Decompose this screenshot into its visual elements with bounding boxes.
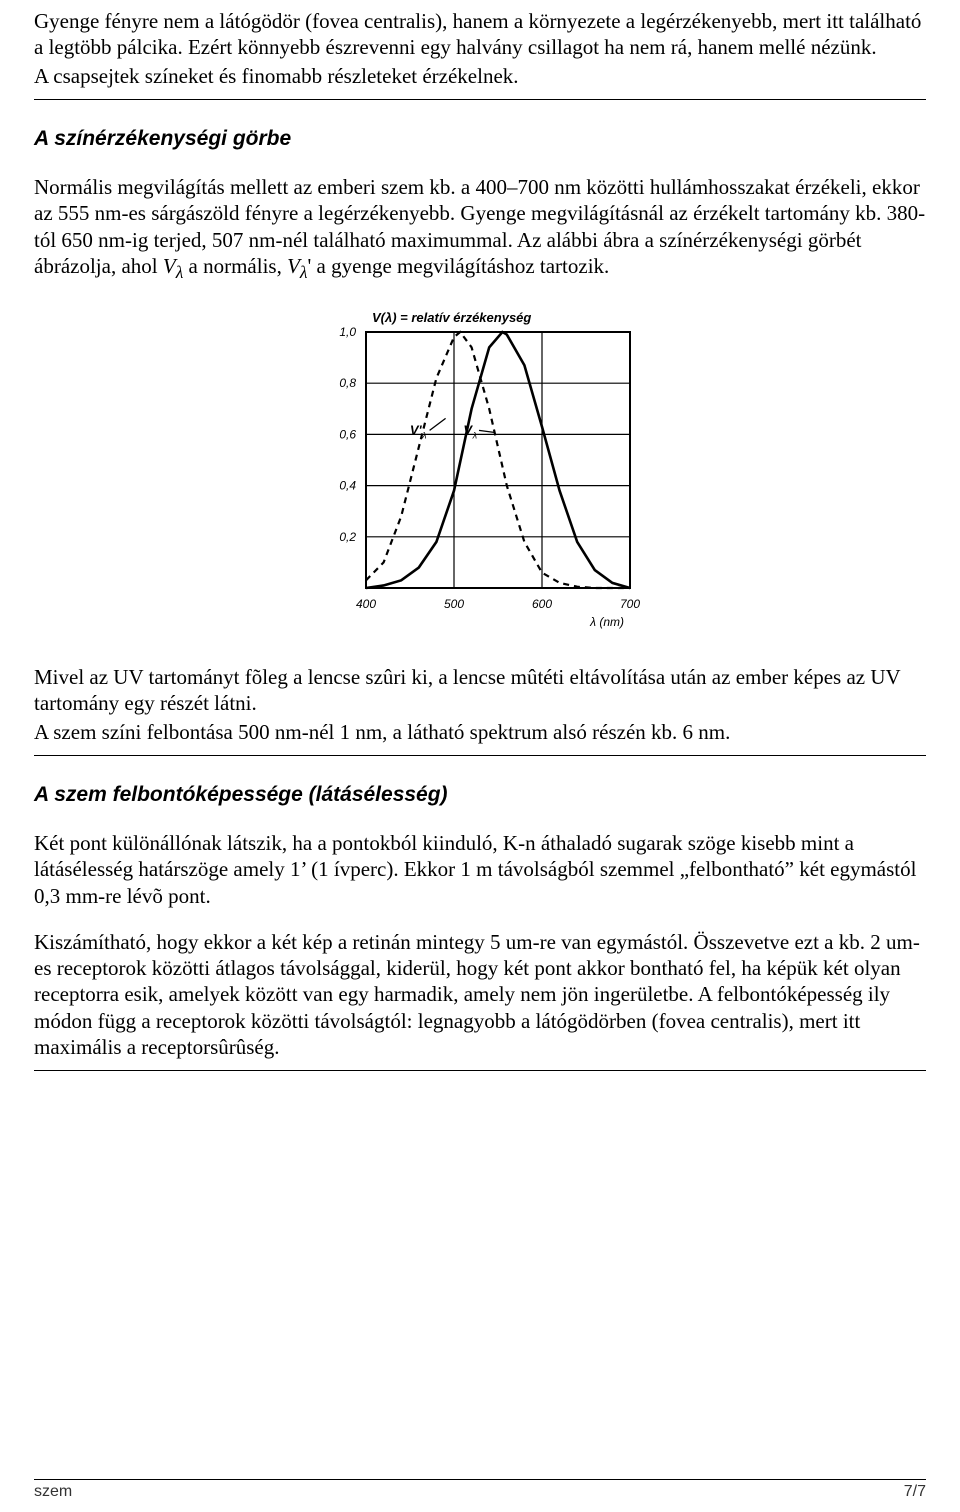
section1-text-c: ' a gyenge megvilágításhoz tartozik. [308,254,610,278]
page-footer: szem 7/7 [34,1479,926,1502]
v-lambda-symbol: Vλ [163,254,183,278]
svg-text:0,6: 0,6 [339,427,356,441]
intro-paragraph-1: Gyenge fényre nem a látógödör (fovea cen… [34,8,926,61]
svg-text:V': V' [410,422,423,437]
v-lambda-prime-symbol: Vλ [287,254,307,278]
divider [34,755,926,756]
section2-paragraph-1: Két pont különállónak látszik, ha a pont… [34,830,926,909]
svg-text:λ (nm): λ (nm) [589,615,624,629]
section1-after-1: Mivel az UV tartományt fõleg a lencse sz… [34,664,926,717]
footer-right: 7/7 [904,1482,926,1502]
section1-body: Normális megvilágítás mellett az emberi … [34,174,926,284]
svg-text:λ: λ [472,430,477,440]
svg-text:500: 500 [444,597,464,611]
svg-text:0,4: 0,4 [339,478,356,492]
section1-after-2: A szem színi felbontása 500 nm-nél 1 nm,… [34,719,926,745]
footer-left: szem [34,1482,72,1502]
divider [34,1070,926,1071]
svg-text:0,8: 0,8 [339,376,356,390]
section-heading-resolution: A szem felbontóképessége (látásélesség) [34,782,926,808]
svg-text:700: 700 [620,597,640,611]
svg-text:600: 600 [532,597,552,611]
svg-text:λ: λ [421,430,426,440]
svg-text:1,0: 1,0 [339,325,356,339]
section-heading-color-sensitivity: A színérzékenységi görbe [34,126,926,152]
svg-text:0,2: 0,2 [339,530,356,544]
section1-text-b: a normális, [189,254,288,278]
intro-paragraph-2: A csapsejtek színeket és finomabb részle… [34,63,926,89]
sensitivity-chart: 400 500 600 700 0,2 0,4 0,6 0,8 1,0 V(λ) = relatí… [34,302,926,638]
svg-text:V(λ) = relatív érzékenység: V(λ) = relatív érzékenység [372,310,531,325]
svg-text:400: 400 [356,597,376,611]
divider [34,99,926,100]
section2-paragraph-2: Kiszámítható, hogy ekkor a két kép a ret… [34,929,926,1060]
